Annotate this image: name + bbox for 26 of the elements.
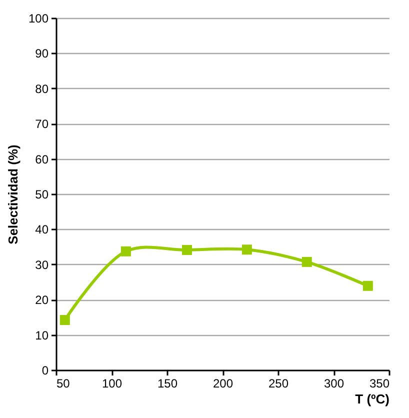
x-tick-label: 250 [268, 376, 289, 390]
y-tick-label: 100 [28, 12, 49, 26]
y-axis-title: Selectividad (%) [5, 144, 20, 244]
y-tick-label: 0 [42, 364, 49, 378]
x-tick-label: 100 [102, 376, 122, 390]
x-axis-title: T (ºC) [355, 392, 390, 406]
x-tick-label: 200 [212, 376, 234, 390]
x-tick-label: 300 [324, 376, 344, 390]
y-tick-label: 10 [35, 328, 49, 342]
point [60, 315, 70, 326]
y-tick-label: 30 [35, 258, 49, 272]
y-tick-label: 50 [35, 188, 49, 202]
point [120, 246, 131, 256]
point [242, 244, 252, 255]
y-tick-label: 20 [35, 293, 49, 308]
x-tick-label: 350 [369, 376, 390, 390]
y-tick-label: 40 [35, 222, 49, 237]
y-tick-label: 80 [35, 82, 49, 96]
point [182, 244, 192, 255]
point [302, 256, 312, 267]
y-tick-label: 60 [35, 152, 49, 166]
y-tick-label: 90 [35, 46, 49, 61]
x-tick-label: 50 [56, 376, 70, 390]
y-tick-label: 70 [35, 117, 49, 132]
x-tick-label: 150 [157, 376, 178, 390]
point [362, 280, 373, 291]
